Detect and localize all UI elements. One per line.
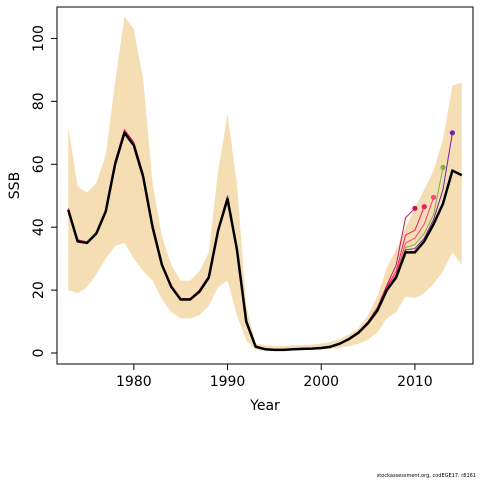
- retro-peel-endpoint-2: [421, 204, 427, 210]
- y-tick-label: 80: [31, 92, 47, 110]
- series-layer: [67, 129, 463, 352]
- y-tick-label: 100: [31, 25, 47, 52]
- retro-peel-endpoint-3: [431, 194, 437, 200]
- x-tick-label: 1980: [116, 374, 152, 390]
- y-tick-label: 60: [31, 155, 47, 173]
- retro-peel-endpoint-4: [440, 164, 446, 171]
- y-tick-label: 40: [31, 218, 47, 236]
- terminal-points-layer: [412, 130, 455, 211]
- x-tick-label: 1990: [210, 374, 246, 390]
- x-axis: 1980 1990 2000 2010: [116, 364, 433, 390]
- y-axis-title: SSB: [7, 172, 23, 199]
- confidence-band-layer: [68, 16, 462, 351]
- plot-frame: [56, 6, 474, 365]
- confidence-band: [68, 16, 462, 351]
- x-axis-title: Year: [249, 398, 280, 414]
- x-tick-label: 2000: [303, 374, 339, 390]
- ssb-estimate-line: [67, 131, 463, 352]
- x-tick-label: 2010: [397, 374, 433, 390]
- y-tick-label: 20: [31, 281, 47, 299]
- retro-peel-endpoint-5: [449, 130, 455, 136]
- credit-text: stockassessment.org, codEGE17, r8161: [376, 473, 476, 479]
- y-tick-label: 0: [31, 349, 47, 358]
- y-axis: 0 20 40 60 80 100: [31, 25, 57, 357]
- retro-peel-endpoint-1: [412, 205, 418, 211]
